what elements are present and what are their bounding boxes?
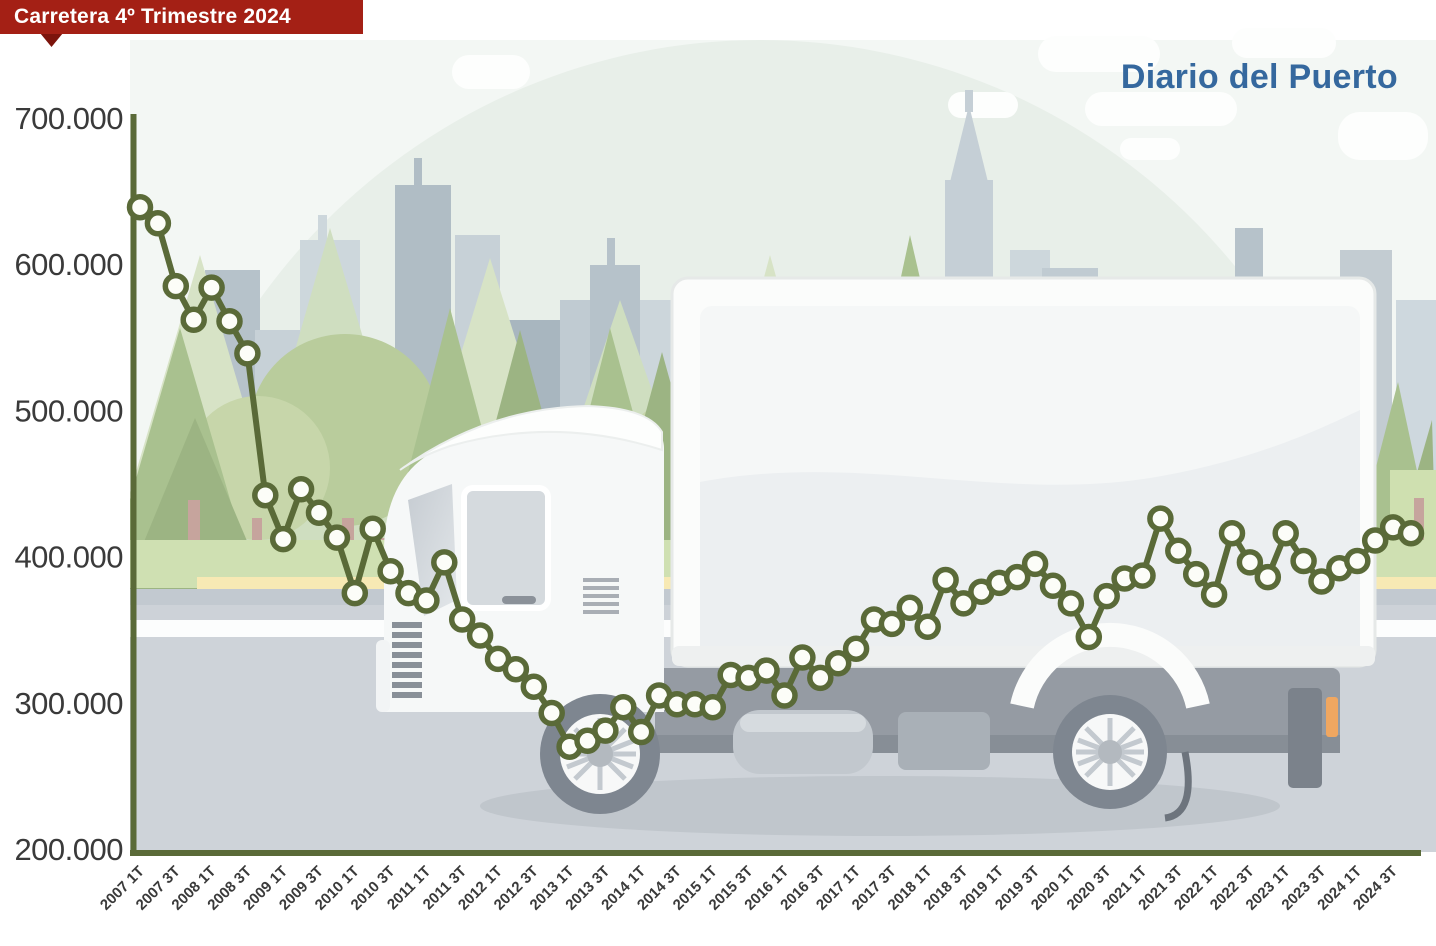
data-point (198, 274, 225, 301)
data-point-markers (126, 193, 1425, 760)
axes (130, 114, 1421, 856)
data-point (466, 622, 494, 649)
data-point (1397, 519, 1425, 547)
data-point (807, 664, 834, 692)
truck-cable (1164, 751, 1192, 822)
cloud (1085, 92, 1237, 126)
data-point (377, 557, 404, 585)
data-point (1361, 527, 1389, 554)
data-point (287, 476, 315, 503)
svg-text:300.000: 300.000 (14, 686, 123, 721)
data-point (341, 579, 369, 607)
title-banner: Carretera 4º Trimestre 2024 (0, 0, 363, 34)
data-point (699, 693, 727, 721)
data-point (1290, 547, 1317, 575)
data-point (1308, 568, 1335, 595)
data-point (878, 610, 906, 638)
data-point (592, 717, 619, 744)
data-point (1003, 563, 1031, 591)
cloud (452, 55, 530, 89)
truck-windshield (408, 484, 457, 616)
data-point (771, 682, 798, 709)
data-point (932, 566, 959, 594)
data-point (1021, 550, 1049, 578)
data-point (950, 590, 977, 617)
data-point (824, 650, 852, 677)
data-point (216, 307, 243, 335)
banner-title: Carretera 4º Trimestre 2024 (14, 5, 291, 28)
data-point (789, 644, 816, 671)
data-point (502, 655, 530, 683)
clouds (452, 28, 1428, 160)
truck-wheel-arch (1010, 622, 1210, 709)
y-axis-labels: 700.000 600.000 500.000 400.000 300.000 200.0… (14, 101, 123, 867)
truck-door-handle (502, 596, 536, 604)
data-point (753, 657, 780, 684)
publication-watermark: Diario del Puerto (1120, 58, 1398, 96)
data-point (627, 718, 655, 746)
data-point (359, 515, 386, 543)
data-point (162, 272, 190, 300)
data-point (1254, 563, 1282, 591)
cloud (1038, 36, 1160, 72)
truck-cab (376, 404, 664, 712)
data-point (323, 524, 351, 551)
data-point (252, 481, 279, 509)
data-point (610, 693, 637, 721)
truck-marker-light (1326, 697, 1338, 737)
svg-text:200.000: 200.000 (14, 832, 123, 867)
data-point (1236, 549, 1264, 576)
truck-box-swoosh (700, 410, 1360, 650)
truck-toolbox (898, 712, 990, 770)
truck-cab-vents (583, 578, 619, 614)
data-point (180, 306, 207, 334)
data-point (1057, 590, 1085, 617)
data-point (1165, 537, 1192, 565)
data-point (1272, 519, 1299, 547)
data-point (1075, 623, 1103, 651)
data-point (896, 594, 924, 622)
truck-cab-roof (399, 404, 663, 471)
cloud (1232, 28, 1336, 58)
truck-exhaust (1288, 688, 1322, 788)
data-point (126, 193, 154, 221)
cloud (1338, 112, 1428, 160)
data-point (269, 525, 297, 553)
data-point (431, 549, 458, 576)
data-point (538, 699, 565, 727)
data-point (234, 340, 261, 367)
truck-step-grille (392, 622, 422, 698)
data-point (1147, 505, 1174, 532)
data-point (413, 587, 440, 614)
data-point (448, 606, 476, 633)
data-point (914, 613, 941, 641)
data-point (1039, 572, 1067, 600)
svg-text:600.000: 600.000 (14, 247, 123, 282)
data-point (305, 499, 333, 526)
truck-rear-wheel (1010, 622, 1210, 809)
data-point (144, 210, 172, 237)
truck-side-window (461, 485, 551, 611)
data-point (1200, 581, 1228, 608)
cloud (1120, 138, 1180, 160)
data-point (1344, 547, 1371, 575)
data-point (842, 635, 870, 662)
data-point (1218, 519, 1246, 547)
svg-text:700.000: 700.000 (14, 101, 123, 136)
data-point (1093, 582, 1120, 610)
data-point (1182, 560, 1210, 588)
data-point (1129, 562, 1156, 589)
svg-text:400.000: 400.000 (14, 540, 123, 575)
data-point (520, 673, 548, 700)
svg-text:500.000: 500.000 (14, 393, 123, 428)
